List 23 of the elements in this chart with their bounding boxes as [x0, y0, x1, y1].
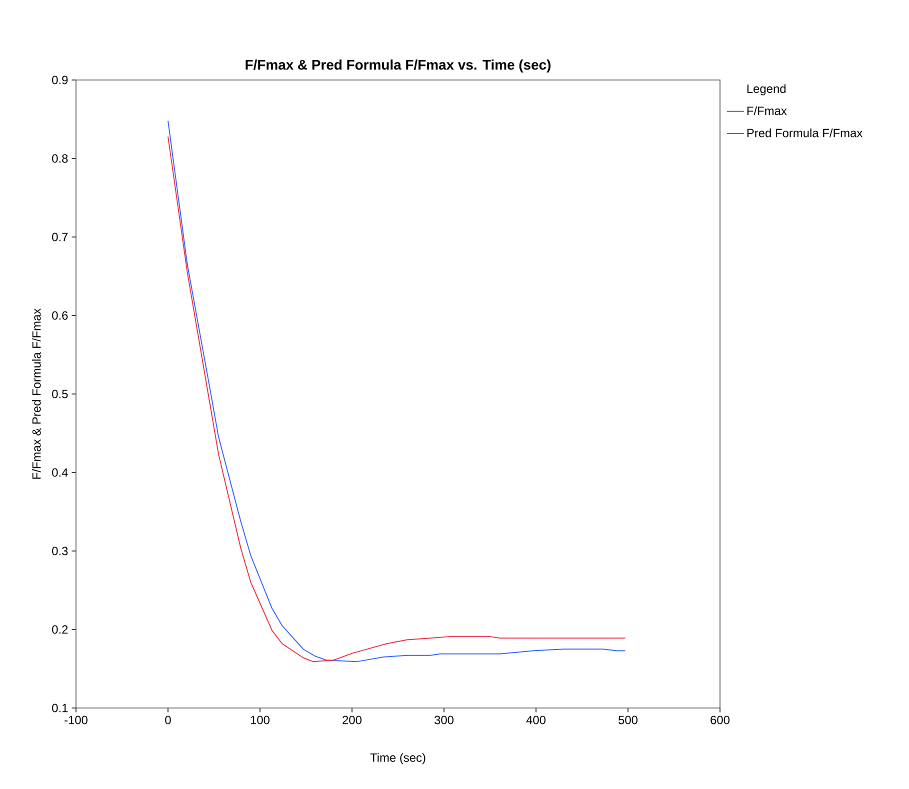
- y-tick-label: 0.9: [52, 76, 68, 84]
- y-tick-label: 0.6: [52, 311, 68, 320]
- y-tick-label: 0.4: [52, 468, 68, 477]
- legend-title: Legend: [747, 84, 786, 96]
- y-tick-label: 0.3: [52, 546, 68, 556]
- x-tick-label: 0: [165, 716, 171, 724]
- y-tick-label: 0.5: [52, 390, 68, 398]
- legend-label: F/Fmax: [747, 106, 787, 116]
- legend-label: Pred Formula F/Fmax: [747, 128, 863, 138]
- y-tick-label: 0.2: [52, 625, 68, 634]
- y-tick-label: 0.8: [52, 154, 68, 163]
- x-tick-label: 500: [618, 716, 638, 724]
- y-tick-label: 0.7: [52, 232, 68, 242]
- chart-title: F/Fmax & Pred Formula F/Fmax vs. Time (sec): [246, 60, 551, 72]
- x-tick-label: 200: [342, 716, 362, 724]
- x-tick-label: 100: [250, 716, 270, 724]
- x-axis-title: Time (sec): [370, 753, 426, 764]
- x-tick-label: 600: [710, 716, 730, 724]
- x-tick-label: -100: [64, 716, 88, 724]
- x-tick-label: 300: [434, 716, 454, 724]
- y-tick-label: 0.1: [52, 704, 68, 712]
- y-axis-title: F/Fmax & Pred Formula F/Fmax: [32, 308, 41, 479]
- x-tick-label: 400: [526, 716, 546, 724]
